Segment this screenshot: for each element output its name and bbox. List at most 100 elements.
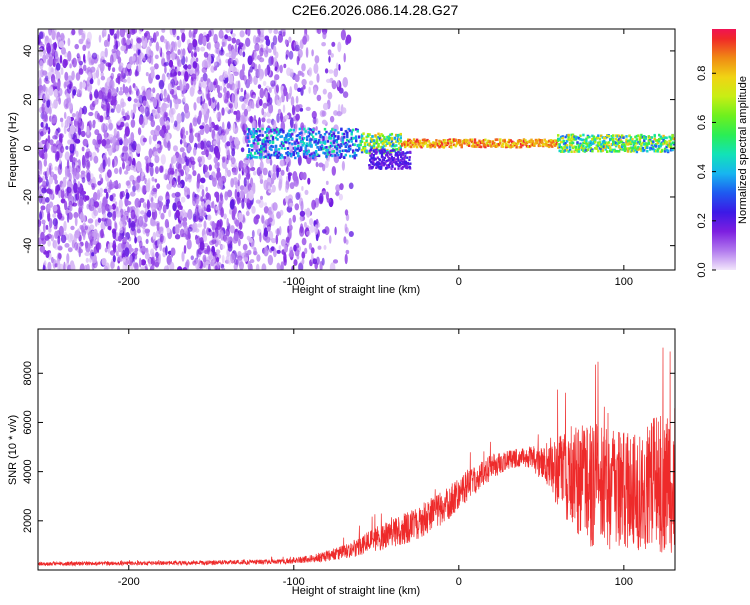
heatmap-signal-cell: [521, 141, 524, 144]
heatmap-signal-cell: [426, 143, 429, 147]
heatmap-signal-cell: [604, 146, 607, 149]
heatmap-noise-cell: [260, 44, 264, 49]
heatmap-noise-cell: [184, 71, 189, 82]
heatmap-signal-cell: [280, 128, 284, 132]
heatmap-noise-cell: [149, 165, 154, 177]
heatmap-noise-cell: [48, 218, 53, 229]
heatmap-signal-cell: [570, 139, 573, 142]
heatmap-signal-cell: [503, 139, 506, 143]
heatmap-signal-cell: [331, 128, 334, 131]
heatmap-noise-cell: [58, 133, 64, 139]
heatmap-noise-cell: [74, 216, 78, 227]
heatmap-noise-cell: [253, 51, 258, 61]
heatmap-noise-cell: [111, 88, 117, 97]
heatmap-noise-cell: [245, 92, 250, 101]
heatmap-signal-cell: [383, 163, 386, 167]
heatmap-noise-cell: [285, 236, 290, 243]
heatmap-noise-cell: [60, 188, 65, 199]
heatmap-signal-cell: [380, 148, 383, 152]
heatmap-noise-cell: [128, 85, 132, 95]
heatmap-noise-cell: [312, 258, 317, 265]
heatmap-signal-cell: [369, 148, 372, 151]
heatmap-signal-cell: [500, 144, 503, 148]
heatmap-signal-cell: [539, 144, 542, 147]
heatmap-signal-cell: [317, 154, 321, 158]
heatmap-noise-cell: [165, 199, 169, 207]
heatmap-noise-cell: [120, 98, 125, 109]
heatmap-noise-cell: [69, 205, 73, 212]
heatmap-signal-cell: [671, 134, 674, 137]
heatmap-signal-cell: [270, 148, 273, 152]
heatmap-noise-cell: [171, 167, 175, 175]
heatmap-signal-cell: [588, 143, 591, 147]
heatmap-signal-cell: [672, 137, 675, 141]
heatmap-noise-cell: [159, 233, 164, 243]
heatmap-signal-cell: [622, 148, 625, 151]
heatmap-signal-cell: [379, 149, 382, 152]
heatmap-signal-cell: [325, 148, 328, 152]
heatmap-signal-cell: [519, 139, 523, 142]
heatmap-noise-cell: [149, 162, 154, 168]
heatmap-noise-cell: [105, 144, 112, 149]
heatmap-signal-cell: [586, 136, 590, 139]
heatmap-signal-cell: [643, 149, 646, 152]
heatmap-signal-cell: [561, 135, 564, 138]
heatmap-noise-cell: [276, 249, 281, 254]
heatmap-noise-cell: [112, 255, 116, 263]
heatmap-noise-cell: [219, 192, 223, 202]
heatmap-signal-cell: [445, 142, 448, 145]
heatmap-signal-cell: [320, 147, 324, 150]
heatmap-noise-cell: [308, 86, 311, 94]
heatmap-signal-cell: [356, 130, 359, 133]
heatmap-noise-cell: [299, 197, 304, 207]
heatmap-noise-cell: [151, 177, 155, 182]
y-tick-label: 40: [22, 45, 34, 57]
heatmap-noise-cell: [39, 59, 44, 70]
heatmap-signal-cell: [595, 137, 598, 140]
heatmap-signal-cell: [294, 142, 297, 145]
heatmap-noise-cell: [205, 192, 210, 200]
heatmap-signal-cell: [539, 139, 542, 142]
heatmap-signal-cell: [644, 137, 647, 140]
heatmap-signal-cell: [564, 135, 567, 139]
heatmap-noise-cell: [87, 71, 92, 81]
heatmap-signal-cell: [646, 142, 649, 146]
heatmap-noise-cell: [57, 261, 61, 270]
heatmap-noise-cell: [121, 37, 127, 46]
heatmap-signal-cell: [650, 136, 653, 139]
heatmap-signal-cell: [271, 141, 275, 144]
y-tick-label: 0: [22, 145, 34, 151]
heatmap-noise-cell: [322, 31, 327, 40]
heatmap-noise-cell: [97, 139, 102, 145]
heatmap-signal-cell: [665, 145, 668, 149]
heatmap-noise-cell: [49, 39, 52, 44]
heatmap-signal-cell: [316, 153, 319, 157]
heatmap-noise-cell: [150, 119, 156, 128]
heatmap-noise-cell: [190, 87, 195, 95]
heatmap-noise-cell: [222, 156, 226, 163]
heatmap-signal-cell: [533, 144, 536, 147]
heatmap-signal-cell: [531, 140, 535, 143]
heatmap-noise-cell: [58, 190, 61, 199]
heatmap-noise-cell: [311, 110, 317, 119]
heatmap-noise-cell: [198, 205, 202, 214]
heatmap-noise-cell: [197, 89, 203, 95]
heatmap-signal-cell: [658, 138, 661, 141]
heatmap-signal-cell: [467, 144, 471, 147]
heatmap-signal-cell: [286, 134, 290, 137]
heatmap-signal-cell: [433, 145, 437, 149]
heatmap-noise-cell: [259, 178, 264, 184]
heatmap-noise-cell: [237, 251, 242, 257]
heatmap-noise-cell: [122, 145, 129, 152]
heatmap-signal-cell: [424, 139, 428, 143]
heatmap-noise-cell: [272, 164, 277, 174]
heatmap-signal-cell: [638, 142, 642, 145]
heatmap-noise-cell: [297, 87, 302, 93]
heatmap-noise-cell: [180, 169, 184, 177]
snr-x-ticks: -200 -100 0 100: [118, 329, 633, 588]
heatmap-signal-cell: [603, 139, 606, 143]
heatmap-signal-cell: [421, 144, 425, 148]
heatmap-noise-cell: [79, 263, 85, 270]
heatmap-signal-cell: [257, 128, 260, 131]
